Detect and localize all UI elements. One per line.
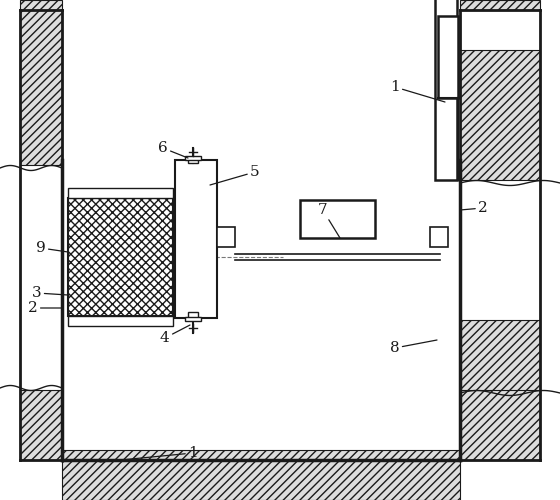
Text: 7: 7: [318, 203, 340, 238]
Bar: [460, 390, 540, 460]
Bar: [68, 188, 173, 198]
Text: 6: 6: [158, 141, 188, 158]
Bar: [20, 0, 62, 10]
Bar: [68, 316, 173, 326]
Text: 8: 8: [390, 340, 437, 355]
Text: 9: 9: [36, 241, 68, 255]
Bar: [185, 317, 201, 321]
Text: 2: 2: [460, 201, 488, 215]
Bar: [460, 320, 540, 395]
Text: 1: 1: [390, 80, 445, 102]
Bar: [20, 390, 62, 460]
Bar: [185, 156, 201, 160]
Bar: [438, 16, 458, 98]
Bar: [300, 200, 375, 238]
Bar: [430, 227, 448, 247]
Text: 3: 3: [32, 286, 68, 300]
Text: 5: 5: [210, 165, 260, 185]
Text: 1: 1: [100, 446, 198, 462]
Bar: [62, 450, 460, 500]
Bar: [68, 198, 173, 316]
Bar: [20, 10, 62, 165]
Text: 4: 4: [160, 325, 190, 345]
Text: 2: 2: [28, 301, 62, 315]
Bar: [435, 0, 457, 180]
Bar: [460, 0, 540, 10]
Bar: [460, 50, 540, 180]
Bar: [175, 160, 217, 318]
Bar: [217, 227, 235, 247]
Bar: [188, 157, 198, 163]
Bar: [188, 312, 198, 318]
